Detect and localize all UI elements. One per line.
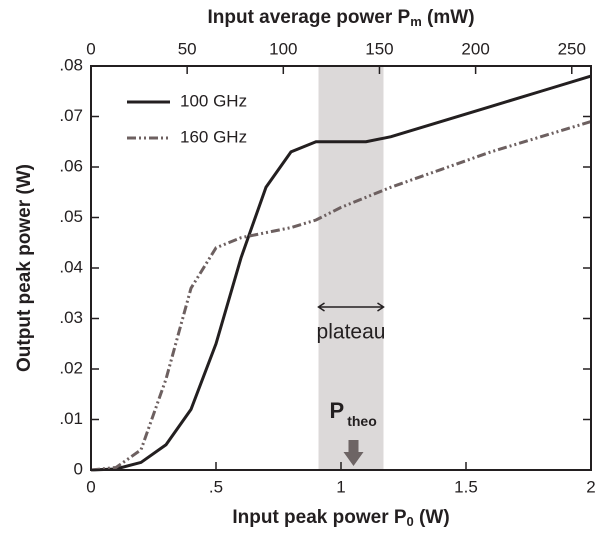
y-tick-label: .03 (59, 308, 83, 327)
top-tick-label: 200 (461, 39, 489, 58)
y-tick-label: .08 (59, 55, 83, 74)
y-tick-label: 0 (74, 459, 83, 478)
top-tick-label: 150 (365, 39, 393, 58)
y-tick-label: .07 (59, 106, 83, 125)
line-series (90, 74, 592, 472)
bracket-arrow (317, 302, 385, 312)
line-series (90, 120, 592, 472)
annotation-sub: theo (347, 413, 377, 429)
plateau-label: plateau (317, 321, 386, 344)
y-tick-label: .02 (59, 358, 83, 377)
top-tick-label: 50 (178, 39, 197, 58)
annotation-arrow (343, 440, 364, 466)
top-tick-label: 100 (269, 39, 297, 58)
top-axis-title-sub: m (410, 14, 422, 29)
annotation-text: P (330, 398, 345, 423)
legend-label: 100 GHz (180, 91, 247, 110)
y-tick-label: .01 (59, 409, 83, 428)
plot-frame (90, 65, 592, 471)
y-axis-title: Output peak power (W) (14, 164, 35, 372)
x-tick-label: .5 (209, 477, 223, 496)
top-axis-title: Input average power Pm (mW) (207, 7, 474, 29)
top-axis-title-text: Input average power P (207, 7, 410, 28)
y-tick-label: .05 (59, 207, 83, 226)
top-axis-title-suffix: (mW) (422, 7, 475, 28)
plateau-region (318, 66, 384, 470)
bottom-axis-title-sub: 0 (407, 514, 414, 529)
top-tick-label: 250 (558, 39, 586, 58)
x-tick-label: 1 (336, 477, 345, 496)
y-tick-label: .06 (59, 156, 83, 175)
bottom-axis-title-suffix: (W) (414, 507, 450, 528)
top-tick-label: 0 (86, 39, 95, 58)
y-tick-label: .04 (59, 257, 83, 276)
bottom-axis-title: Input peak power P0 (W) (232, 507, 449, 529)
legend-label: 160 GHz (180, 127, 247, 146)
x-tick-label: 1.5 (454, 477, 478, 496)
x-tick-label: 0 (86, 477, 95, 496)
x-tick-label: 2 (586, 477, 595, 496)
bottom-axis-title-text: Input peak power P (232, 507, 407, 528)
